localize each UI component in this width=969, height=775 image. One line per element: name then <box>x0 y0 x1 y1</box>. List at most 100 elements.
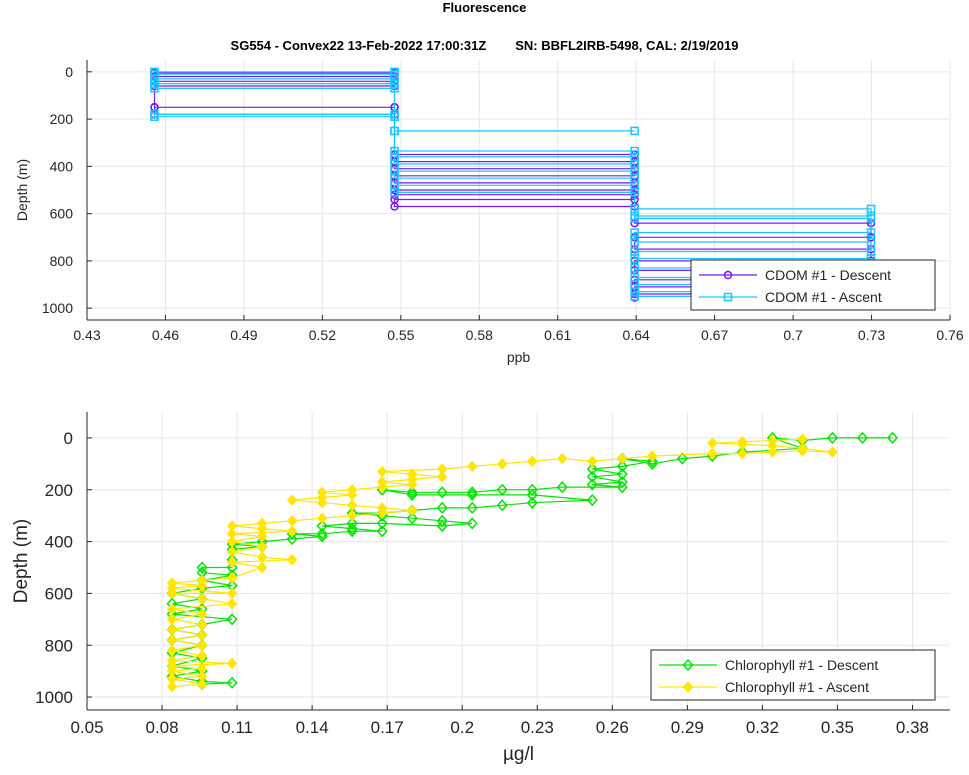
y-tick-label: 400 <box>50 158 74 174</box>
data-point <box>346 483 358 496</box>
data-point <box>496 499 508 512</box>
data-point <box>467 460 478 473</box>
data-point <box>286 532 298 546</box>
legend-marker <box>723 292 733 302</box>
x-tick-label: 0.2 <box>450 718 474 737</box>
data-point <box>226 520 238 532</box>
data-point <box>390 84 399 93</box>
data-point <box>196 662 208 675</box>
data-point <box>376 465 388 478</box>
x-tick-label: 0.23 <box>521 718 554 737</box>
data-point <box>630 237 639 247</box>
x-tick-label: 0.58 <box>466 327 493 343</box>
data-point <box>557 452 568 465</box>
data-point <box>316 486 328 499</box>
data-point <box>526 496 538 509</box>
data-point <box>226 598 238 610</box>
y-tick-label: 1000 <box>42 300 73 316</box>
data-point <box>150 84 159 93</box>
data-point <box>586 470 598 483</box>
x-tick-label: 0.61 <box>544 327 571 343</box>
x-tick-label: 0.52 <box>309 327 336 343</box>
data-point <box>226 587 238 600</box>
data-point <box>630 211 639 221</box>
legend-label: CDOM #1 - Descent <box>765 267 891 283</box>
chlorophyll-chart: 0.05 0.08 0.11 0.14 0.17 0.2 0.23 0.26 0.29 0.32 0… <box>11 412 950 765</box>
data-point <box>466 486 478 499</box>
data-point <box>436 486 448 499</box>
data-point <box>707 437 718 449</box>
data-point <box>316 530 328 543</box>
data-point <box>196 574 208 587</box>
data-point <box>196 592 208 605</box>
data-point <box>707 447 718 460</box>
data-point <box>376 525 388 538</box>
data-point <box>346 522 358 535</box>
data-point <box>827 446 838 458</box>
legend-label: Chlorophyll #1 - Ascent <box>725 679 869 695</box>
data-point <box>647 450 658 462</box>
data-point <box>767 434 778 447</box>
x-tick-label: 0.76 <box>936 327 963 343</box>
data-point <box>767 446 778 458</box>
x-tick-label: 0.49 <box>230 327 257 343</box>
y-tick-label: 600 <box>50 206 74 222</box>
data-point <box>630 263 639 273</box>
data-point <box>630 126 639 136</box>
data-point <box>226 572 238 584</box>
x-tick-label: 0.05 <box>70 718 103 737</box>
data-point <box>196 670 208 683</box>
data-point <box>587 455 598 467</box>
y-tick-label: 200 <box>45 481 73 500</box>
x-tick-label: 0.32 <box>746 718 779 737</box>
data-point <box>376 502 388 514</box>
data-point <box>390 152 399 162</box>
data-point <box>286 515 298 527</box>
data-point <box>226 613 238 626</box>
data-point <box>346 509 358 522</box>
data-point <box>586 478 598 491</box>
data-point <box>150 79 159 88</box>
data-point <box>196 649 208 662</box>
data-point <box>527 455 538 467</box>
data-point <box>196 608 208 620</box>
data-point <box>436 501 448 514</box>
data-point <box>256 561 268 574</box>
data-point <box>166 603 178 615</box>
legend: CDOM #1 - Descent CDOM #1 - Ascent <box>690 259 936 311</box>
x-tick-label: 0.11 <box>221 718 253 737</box>
data-point <box>406 488 418 502</box>
data-point <box>316 527 328 540</box>
data-point <box>286 494 298 506</box>
figure-subtitle: SG554 - Convex22 13-Feb-2022 17:00:31Z S… <box>230 38 739 53</box>
data-point <box>376 476 388 488</box>
x-tick-label: 0.26 <box>596 718 629 737</box>
data-point <box>390 79 399 88</box>
data-point <box>346 499 358 512</box>
data-point <box>256 551 268 563</box>
y-tick-label: 200 <box>50 111 74 127</box>
data-point <box>226 535 238 548</box>
data-point <box>196 639 208 651</box>
data-point <box>797 442 808 455</box>
y-tick-label: 0 <box>64 429 73 448</box>
data-point <box>586 493 598 507</box>
data-point <box>406 486 418 499</box>
x-tick-label: 0.64 <box>623 327 650 343</box>
data-point <box>630 152 639 162</box>
data-point <box>346 525 358 538</box>
x-tick-label: 0.46 <box>152 327 179 343</box>
x-tick-label: 0.67 <box>701 327 728 343</box>
data-point <box>256 530 268 543</box>
data-point <box>616 475 628 489</box>
x-tick-label: 0.73 <box>858 327 885 343</box>
legend: Chlorophyll #1 - Descent Chlorophyll #1 -… <box>650 649 936 701</box>
legend-box <box>650 649 936 701</box>
data-point <box>226 657 238 670</box>
data-point <box>630 292 639 301</box>
y-tick-label: 800 <box>50 253 74 269</box>
data-point <box>150 110 159 119</box>
x-axis-label: ppb <box>507 349 531 365</box>
data-point <box>376 517 388 530</box>
